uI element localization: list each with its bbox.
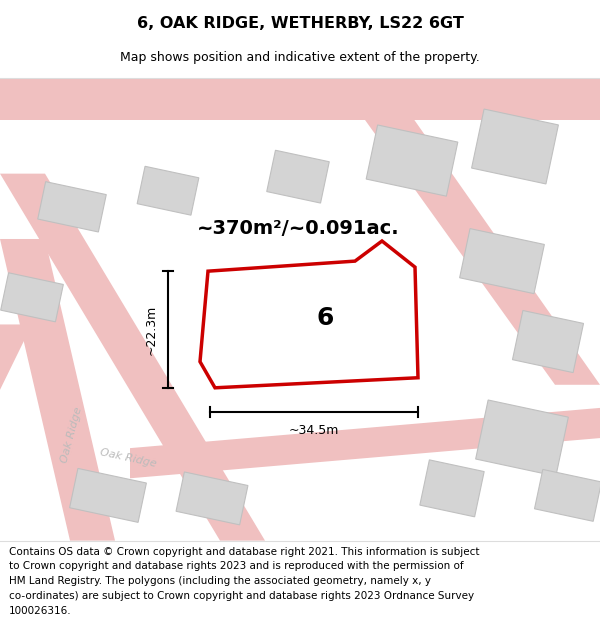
Polygon shape	[420, 460, 484, 517]
Text: Contains OS data © Crown copyright and database right 2021. This information is : Contains OS data © Crown copyright and d…	[9, 546, 479, 556]
Polygon shape	[512, 311, 584, 372]
Text: ~370m²/~0.091ac.: ~370m²/~0.091ac.	[197, 219, 400, 239]
Polygon shape	[38, 182, 106, 232]
Text: Oak Ridge: Oak Ridge	[99, 448, 157, 469]
Polygon shape	[267, 150, 329, 203]
Polygon shape	[0, 174, 265, 541]
Text: co-ordinates) are subject to Crown copyright and database rights 2023 Ordnance S: co-ordinates) are subject to Crown copyr…	[9, 591, 474, 601]
Polygon shape	[0, 78, 600, 121]
Polygon shape	[137, 166, 199, 215]
Polygon shape	[476, 400, 568, 476]
Polygon shape	[0, 239, 115, 541]
Polygon shape	[200, 241, 418, 388]
Text: Map shows position and indicative extent of the property.: Map shows position and indicative extent…	[120, 51, 480, 64]
Polygon shape	[472, 109, 559, 184]
Polygon shape	[366, 125, 458, 196]
Text: HM Land Registry. The polygons (including the associated geometry, namely x, y: HM Land Registry. The polygons (includin…	[9, 576, 431, 586]
Polygon shape	[0, 324, 32, 390]
Text: Oak Ridge: Oak Ridge	[378, 278, 402, 336]
Text: ~34.5m: ~34.5m	[289, 424, 339, 436]
Text: 6: 6	[317, 306, 334, 330]
Polygon shape	[130, 408, 600, 478]
Polygon shape	[70, 468, 146, 522]
Polygon shape	[1, 272, 64, 322]
Polygon shape	[176, 472, 248, 525]
Text: ~22.3m: ~22.3m	[145, 304, 158, 354]
Polygon shape	[335, 78, 600, 385]
Text: to Crown copyright and database rights 2023 and is reproduced with the permissio: to Crown copyright and database rights 2…	[9, 561, 464, 571]
Text: Oak Ridge: Oak Ridge	[60, 406, 84, 464]
Text: 6, OAK RIDGE, WETHERBY, LS22 6GT: 6, OAK RIDGE, WETHERBY, LS22 6GT	[137, 16, 463, 31]
Polygon shape	[460, 229, 544, 294]
Text: 100026316.: 100026316.	[9, 606, 71, 616]
Polygon shape	[535, 469, 600, 521]
